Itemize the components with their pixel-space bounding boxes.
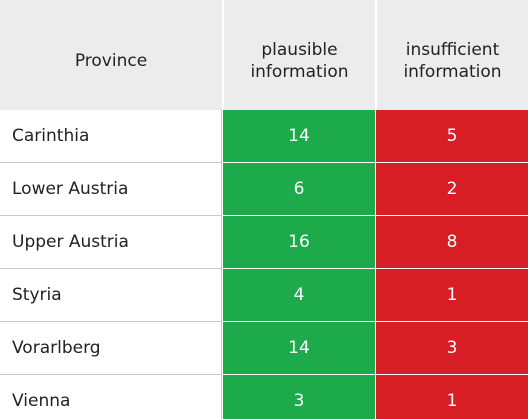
count-cell: 3: [375, 322, 528, 375]
count-cell: 4: [222, 269, 375, 322]
province-cell: Upper Austria: [0, 216, 222, 269]
header-cell: plausible information: [222, 0, 375, 110]
count-cell: 14: [222, 322, 375, 375]
province-cell: Lower Austria: [0, 163, 222, 216]
province-cell: Styria: [0, 269, 222, 322]
count-cell: 14: [222, 110, 375, 163]
province-cell: Vorarlberg: [0, 322, 222, 375]
count-cell: 8: [375, 216, 528, 269]
province-cell: Carinthia: [0, 110, 222, 163]
count-cell: 2: [375, 163, 528, 216]
header-cell: Province: [0, 0, 222, 110]
count-cell: 16: [222, 216, 375, 269]
count-cell: 3: [222, 375, 375, 419]
count-cell: 1: [375, 375, 528, 419]
province-cell: Vienna: [0, 375, 222, 419]
count-cell: 6: [222, 163, 375, 216]
count-cell: 5: [375, 110, 528, 163]
header-cell: insufficient information: [375, 0, 528, 110]
count-cell: 1: [375, 269, 528, 322]
